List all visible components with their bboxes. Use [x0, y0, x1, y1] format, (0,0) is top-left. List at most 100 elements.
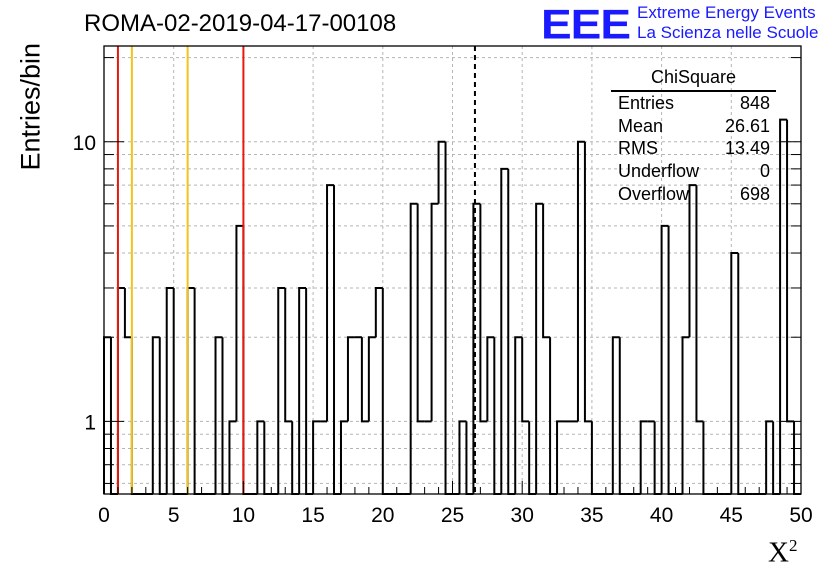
stats-value: 848 — [739, 92, 770, 113]
histogram-bin — [618, 337, 627, 495]
stats-box-name: ChiSquare — [611, 66, 776, 92]
histogram-bin — [186, 286, 195, 494]
histogram-bin — [479, 203, 488, 423]
histogram-bin — [228, 420, 237, 494]
histogram-bin — [556, 420, 565, 494]
stats-label: Entries — [618, 92, 675, 113]
histogram-bin — [165, 286, 174, 494]
histogram-bin — [472, 202, 481, 494]
stats-row-underflow: Underflow 0 — [611, 160, 776, 183]
x-tick-label: 40 — [650, 504, 673, 527]
eee-logo: EEE — [541, 0, 631, 48]
histogram-bin — [493, 337, 502, 495]
stats-label: Mean — [618, 115, 664, 136]
marker-lines — [116, 46, 476, 494]
histogram-bin — [444, 141, 453, 495]
histogram-bin — [130, 337, 139, 495]
histogram-bin — [305, 287, 314, 495]
histogram-bin — [214, 336, 223, 494]
histogram-bin — [430, 202, 439, 422]
stats-box: ChiSquare Entries 848 Mean 26.61 RMS 13.49 … — [611, 66, 776, 206]
y-axis-label: Entries/bin — [15, 42, 46, 171]
histogram-bin — [549, 337, 558, 495]
histogram-bin — [242, 225, 251, 495]
stats-row-rms: RMS 13.49 — [611, 137, 776, 160]
x-tick-label: 10 — [232, 504, 255, 527]
x-axis-label-superscript: 2 — [788, 536, 798, 555]
histogram-bin — [667, 225, 676, 495]
histogram-bin — [158, 337, 167, 495]
histogram-bin — [583, 141, 592, 423]
histogram-bin — [277, 286, 286, 494]
histogram-bin — [123, 287, 132, 339]
tick-labels: 0 5 10 15 20 25 30 35 40 45 50 1 10 — [73, 132, 813, 527]
x-tick-label: 30 — [511, 504, 534, 527]
histogram-bin — [507, 168, 516, 495]
x-tick-label: 5 — [168, 504, 180, 527]
logo-text-line1: Extreme Energy Events — [637, 3, 816, 22]
histogram-bin — [172, 287, 181, 495]
histogram-bin — [611, 336, 620, 494]
stats-label: RMS — [618, 138, 658, 159]
histogram-bin — [514, 336, 523, 494]
histogram-bin — [235, 224, 244, 422]
histogram-bin — [256, 420, 265, 494]
x-tick-label: 50 — [789, 504, 812, 527]
stats-value: 26.61 — [724, 115, 770, 136]
histogram-bin — [500, 167, 509, 494]
histogram-bin — [151, 336, 160, 494]
y-tick-label: 1 — [84, 411, 96, 434]
histogram-bin — [765, 420, 774, 494]
histogram-bin — [416, 203, 425, 423]
histogram-bin — [458, 420, 467, 494]
x-axis-label: X2 — [768, 536, 797, 570]
stats-value: 13.49 — [724, 138, 770, 159]
x-tick-label: 35 — [580, 504, 603, 527]
plot-title: ROMA-02-2019-04-17-00108 — [84, 10, 397, 37]
histogram-bin — [486, 336, 495, 422]
axis-ticks — [103, 57, 802, 494]
histogram-bin — [103, 336, 111, 494]
stats-value: 0 — [759, 161, 770, 182]
histogram-bin — [786, 119, 795, 423]
stats-row-entries: Entries 848 — [611, 92, 776, 115]
histogram-bin — [333, 185, 341, 495]
x-tick-label: 45 — [720, 504, 743, 527]
histogram-bin — [521, 337, 530, 423]
stats-label: Overflow — [618, 183, 690, 204]
histogram-bin — [730, 252, 739, 494]
histogram-bin — [339, 420, 348, 494]
histogram-bin — [660, 224, 669, 494]
histogram-bin — [779, 118, 788, 494]
histogram-bin — [374, 286, 383, 338]
histogram-bin — [576, 140, 585, 422]
histogram-bin — [298, 286, 307, 494]
histogram-bin — [737, 253, 746, 495]
x-tick-label: 0 — [98, 504, 110, 527]
stats-value: 698 — [739, 183, 770, 204]
x-tick-label: 25 — [441, 504, 464, 527]
histogram-bin — [193, 287, 202, 495]
histogram-bin — [367, 336, 376, 422]
histogram-bin — [695, 185, 704, 423]
histogram-bin — [221, 337, 230, 495]
x-axis-label-base: X — [768, 536, 789, 569]
histogram-bin — [109, 337, 118, 495]
x-tick-label: 15 — [301, 504, 324, 527]
histogram-bin — [542, 203, 551, 339]
histogram-bin — [688, 184, 697, 338]
histogram-bin — [312, 420, 321, 494]
y-tick-label: 10 — [73, 132, 96, 155]
stats-row-overflow: Overflow 698 — [611, 183, 776, 206]
histogram-bin — [326, 184, 335, 422]
histogram-bin — [381, 287, 390, 495]
stats-label: Underflow — [618, 161, 700, 182]
histogram-bin — [116, 286, 125, 494]
histogram-bin — [360, 337, 369, 423]
stats-row-mean: Mean 26.61 — [611, 115, 776, 138]
x-tick-label: 20 — [371, 504, 394, 527]
histogram-bin — [639, 420, 648, 494]
histogram-bin — [437, 140, 446, 204]
histogram-bin — [284, 287, 293, 423]
